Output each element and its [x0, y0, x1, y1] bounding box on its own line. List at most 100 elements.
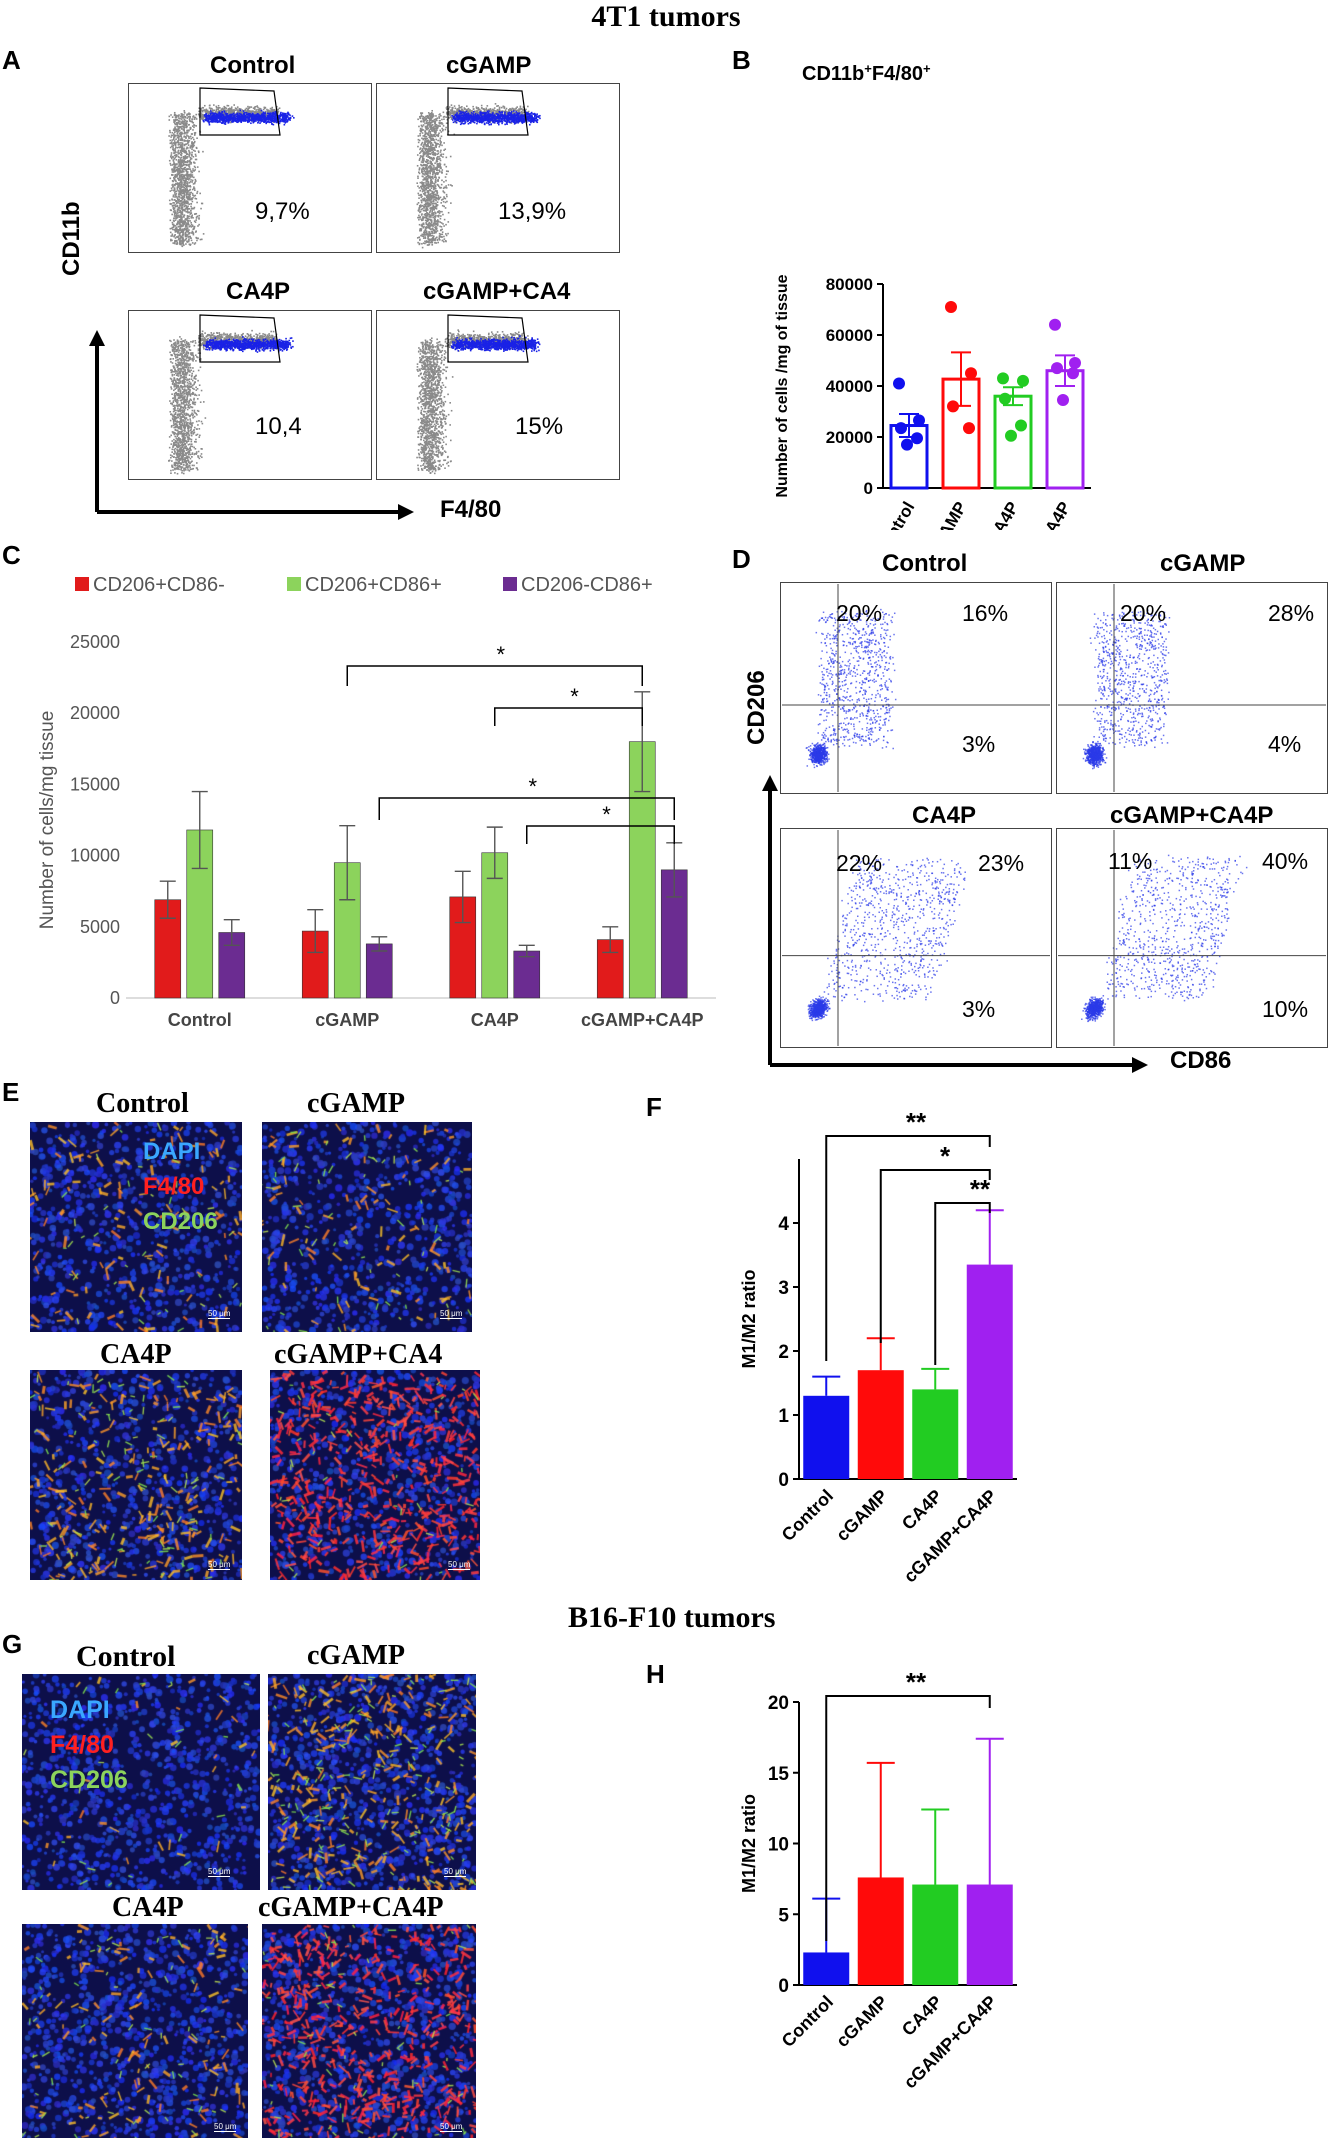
- chart-c-legend-label: CD206+CD86-: [93, 574, 225, 596]
- flow-a-title-ca4p: CA4P: [226, 278, 291, 305]
- chart-c-legend-swatch: [503, 577, 517, 591]
- chart-b-point: [1015, 419, 1027, 432]
- chart-f-ytick-label: 4: [778, 1214, 789, 1235]
- micrograph-e-cgamp: [262, 1122, 472, 1332]
- panel-letter-e: E: [2, 1077, 20, 1107]
- chart-b-ytick-label: 40000: [826, 377, 873, 396]
- stain-label-dapi: DAPI: [143, 1138, 201, 1165]
- flow-d-title-cgamp: cGAMP: [1160, 550, 1246, 577]
- chart-h-xtick-label: CA4P: [898, 1992, 946, 2040]
- panel-letter-a: A: [2, 45, 21, 75]
- flow-events: [416, 103, 541, 249]
- chart-c-sig-bracket: [378, 797, 675, 820]
- panel-letter-g: G: [2, 1629, 23, 1659]
- chart-b-point: [1017, 374, 1029, 387]
- flow-d-plot-cgamp: [1056, 582, 1328, 794]
- micro-e-title-control: Control: [96, 1088, 189, 1119]
- chart-b-point: [1067, 367, 1079, 380]
- flow-d-title-combo: cGAMP+CA4P: [1110, 802, 1274, 829]
- chart-b: CD11b+F4/80+ 0 20000 40000 60000 80000 Number …: [774, 61, 1091, 531]
- panel-letter-f: F: [646, 1092, 662, 1122]
- chart-c-sig-label: *: [570, 684, 579, 709]
- flow-frame: [128, 83, 372, 253]
- flow-d-q-ca4p-ur: 23%: [978, 850, 1025, 876]
- chart-c-sig-bracket: [494, 707, 643, 726]
- chart-c-sig-label: *: [602, 802, 611, 827]
- flow-a-title-cgamp: cGAMP: [446, 52, 532, 79]
- flow-events: [1081, 854, 1248, 1023]
- flow-a-pct-control: 9,7%: [255, 198, 310, 225]
- chart-f-bar: [966, 1264, 1013, 1479]
- chart-f-xtick-label: Control: [778, 1486, 837, 1545]
- chart-f-ytick-label: 2: [778, 1342, 789, 1363]
- chart-h-ytick-label: 15: [768, 1764, 790, 1785]
- chart-b-point: [963, 422, 975, 435]
- flow-a-y-axis-label: CD11b: [58, 201, 85, 276]
- flow-gate: [199, 314, 281, 363]
- chart-b-point: [997, 372, 1009, 385]
- chart-b-point: [901, 438, 913, 451]
- stain-label-g-cd206: CD206: [50, 1766, 128, 1794]
- chart-c-sig-label: *: [496, 642, 505, 667]
- chart-c-ytick-label: 0: [110, 988, 120, 1008]
- flow-events: [805, 608, 897, 769]
- flow-d-q-combo-ul: 11%: [1108, 848, 1153, 874]
- flow-a-title-combo: cGAMP+CA4: [423, 278, 571, 305]
- chart-b-bar: [993, 394, 1033, 490]
- chart-h-bar: [912, 1884, 959, 1985]
- stain-label-f480: F4/80: [143, 1173, 205, 1200]
- flow-d-q-combo-lr: 10%: [1262, 996, 1309, 1022]
- chart-c-bar: [365, 943, 393, 999]
- chart-f-sig-label: *: [940, 1141, 951, 1171]
- scale-bar-g4: 50 μm: [440, 2122, 463, 2132]
- scale-bar-e1: 50 μm: [208, 1309, 231, 1319]
- chart-b-xtick-label: Control: [872, 499, 919, 531]
- flow-a-pct-ca4p: 10,4: [255, 413, 302, 440]
- chart-h-ylabel: M1/M2 ratio: [739, 1794, 759, 1893]
- chart-c: CD206+CD86- CD206+CD86+ CD206-CD86+ 0 5000 10…: [37, 574, 716, 1030]
- chart-b-point: [945, 300, 957, 313]
- flow-d-q-control-lr: 3%: [962, 731, 996, 757]
- flow-d-y-axis-label: CD206: [743, 670, 770, 745]
- chart-h-xtick-label: cGAMP: [832, 1992, 891, 2051]
- chart-b-point: [1049, 318, 1061, 331]
- chart-b-point: [947, 400, 959, 413]
- chart-b-ytick-label: 60000: [826, 326, 873, 345]
- b16-title: B16-F10 tumors: [568, 1601, 776, 1634]
- flow-a-plot-combo: [376, 310, 620, 480]
- scale-bar-e2: 50 μm: [440, 1309, 463, 1319]
- chart-c-ytick-label: 5000: [80, 917, 120, 937]
- flow-a-axes: [89, 330, 414, 520]
- chart-c-ytick-label: 15000: [70, 774, 120, 794]
- flow-a-pct-combo: 15%: [515, 413, 564, 440]
- flow-d-q-cgamp-ul: 20%: [1120, 600, 1167, 626]
- chart-f-xtick-label: cGAMP: [832, 1486, 891, 1545]
- flow-gate: [199, 87, 281, 136]
- chart-b-xtick-label: cGAMP: [924, 499, 971, 531]
- chart-h-ytick-label: 0: [778, 1976, 789, 1997]
- chart-c-legend-swatch: [75, 577, 89, 591]
- micro-e-title-combo: cGAMP+CA4: [274, 1339, 443, 1370]
- flow-d-title-control: Control: [882, 550, 968, 577]
- micro-g-title-cgamp: cGAMP: [307, 1640, 405, 1671]
- flow-d-axes: [762, 775, 1148, 1073]
- flow-a-plot-cgamp: [376, 83, 620, 253]
- micro-e-title-ca4p: CA4P: [100, 1339, 172, 1370]
- figure-title: 4T1 tumors: [591, 0, 741, 33]
- chart-h-ytick-label: 10: [768, 1835, 789, 1856]
- chart-f-ytick-label: 1: [778, 1406, 789, 1427]
- flow-d-q-cgamp-ur: 28%: [1268, 600, 1315, 626]
- micrograph-e-combo: [270, 1370, 480, 1580]
- chart-f-sig-label: **: [906, 1107, 927, 1137]
- stain-label-g-f480: F4/80: [50, 1731, 114, 1759]
- flow-events: [416, 329, 541, 475]
- chart-c-sig-bracket: [526, 825, 675, 844]
- chart-b-point: [895, 422, 907, 435]
- chart-c-sig-label: *: [528, 774, 537, 799]
- chart-h-bar: [966, 1884, 1013, 1985]
- flow-d-plot-ca4p: [780, 828, 1052, 1048]
- flow-d-q-cgamp-lr: 4%: [1268, 731, 1302, 757]
- chart-c-xtick-label: cGAMP: [315, 1010, 379, 1030]
